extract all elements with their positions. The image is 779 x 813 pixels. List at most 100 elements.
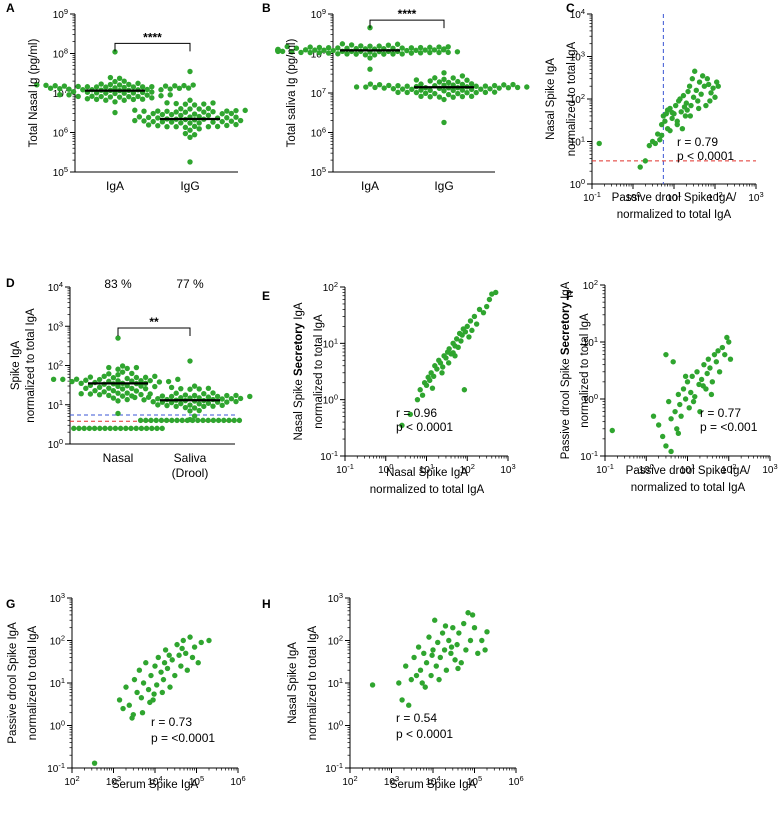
data-point bbox=[491, 89, 498, 95]
floor-point bbox=[137, 417, 144, 424]
floor-point bbox=[102, 425, 108, 432]
data-point bbox=[144, 86, 150, 93]
data-point bbox=[406, 702, 412, 708]
data-point bbox=[57, 91, 63, 98]
data-point bbox=[242, 107, 248, 114]
data-point bbox=[696, 381, 702, 388]
floor-point bbox=[91, 425, 98, 432]
data-point bbox=[418, 93, 424, 100]
data-point bbox=[115, 378, 121, 384]
panel-h: H 10-1 100 101 102 103 102 103 104 105 106 Serum Sp… bbox=[262, 591, 524, 791]
data-point bbox=[275, 46, 281, 53]
data-point bbox=[441, 70, 447, 76]
data-point bbox=[687, 113, 694, 119]
data-point bbox=[78, 380, 84, 386]
data-point bbox=[34, 82, 40, 88]
data-point bbox=[450, 75, 456, 81]
data-point bbox=[496, 85, 502, 91]
data-point bbox=[112, 85, 118, 91]
data-point bbox=[439, 370, 445, 376]
data-point bbox=[214, 123, 221, 130]
data-point bbox=[696, 79, 703, 85]
data-point bbox=[682, 113, 689, 119]
data-point bbox=[669, 109, 675, 116]
data-point bbox=[110, 375, 117, 381]
data-point bbox=[459, 73, 466, 79]
data-point bbox=[187, 408, 193, 414]
data-point bbox=[219, 396, 225, 402]
floor-point bbox=[210, 417, 217, 424]
floor-point bbox=[107, 425, 113, 432]
data-point bbox=[96, 376, 103, 383]
data-point bbox=[155, 402, 161, 408]
y-tick-label: 100 bbox=[570, 177, 585, 191]
data-point bbox=[429, 385, 436, 391]
stat-p: p < 0.0001 bbox=[396, 420, 453, 434]
y-tick-label: 100 bbox=[50, 719, 65, 733]
data-point bbox=[119, 369, 126, 375]
data-point bbox=[119, 386, 126, 392]
category-label: IgG bbox=[434, 179, 453, 193]
x-tick-label: 10-1 bbox=[336, 462, 354, 476]
data-point bbox=[686, 83, 693, 89]
data-point bbox=[413, 77, 420, 83]
data-point bbox=[417, 44, 424, 51]
data-point bbox=[395, 82, 401, 89]
stat-r: r = 0.79 bbox=[677, 135, 718, 149]
category-label: IgA bbox=[106, 179, 124, 193]
data-point bbox=[514, 84, 521, 91]
x-axis-label: Nasal Spike IgA bbox=[386, 467, 468, 479]
data-point bbox=[436, 44, 442, 50]
x-tick-label: 104 bbox=[425, 774, 440, 788]
data-point bbox=[75, 83, 81, 90]
data-point bbox=[151, 691, 157, 697]
floor-point bbox=[215, 417, 222, 424]
data-point bbox=[141, 397, 147, 403]
data-point bbox=[298, 49, 304, 56]
data-point bbox=[124, 396, 130, 403]
data-point bbox=[682, 373, 689, 380]
data-point bbox=[149, 89, 155, 95]
data-point bbox=[156, 379, 163, 385]
data-point bbox=[321, 47, 327, 53]
data-point bbox=[705, 356, 712, 362]
data-point bbox=[103, 90, 109, 96]
data-point bbox=[228, 395, 235, 402]
data-point bbox=[89, 93, 95, 99]
y-axis-label: normalized to total IgA bbox=[27, 625, 39, 740]
data-point bbox=[685, 88, 691, 95]
data-point bbox=[408, 50, 415, 56]
data-point bbox=[461, 620, 467, 627]
data-point bbox=[381, 51, 387, 57]
data-point bbox=[464, 323, 470, 330]
data-point bbox=[464, 77, 470, 83]
data-point bbox=[196, 407, 202, 414]
data-point bbox=[96, 391, 103, 398]
data-point bbox=[440, 364, 446, 370]
data-point bbox=[423, 382, 430, 388]
floor-point bbox=[117, 425, 124, 432]
data-point bbox=[478, 86, 484, 92]
data-point bbox=[363, 84, 369, 90]
data-point bbox=[697, 408, 703, 415]
stat-r: r = 0.96 bbox=[396, 406, 437, 420]
data-point bbox=[224, 115, 230, 121]
panel-label: A bbox=[6, 1, 15, 15]
data-point bbox=[196, 401, 202, 407]
data-point bbox=[139, 710, 146, 716]
floor-point bbox=[163, 417, 170, 424]
data-point bbox=[116, 82, 123, 88]
data-point bbox=[205, 385, 212, 392]
x-tick-label: 103 bbox=[500, 462, 515, 476]
data-point bbox=[501, 82, 507, 88]
data-point bbox=[369, 682, 376, 688]
data-point bbox=[362, 52, 369, 58]
floor-point bbox=[231, 417, 237, 424]
data-point bbox=[419, 680, 425, 686]
data-point bbox=[669, 115, 675, 122]
data-point bbox=[190, 82, 196, 88]
data-point bbox=[335, 45, 341, 51]
panel-d: D 100 101 102 103 104 ** Nasal Saliva(Drool) 83 %… bbox=[6, 276, 253, 480]
x-tick-label: 105 bbox=[467, 774, 482, 788]
data-point bbox=[680, 92, 687, 99]
